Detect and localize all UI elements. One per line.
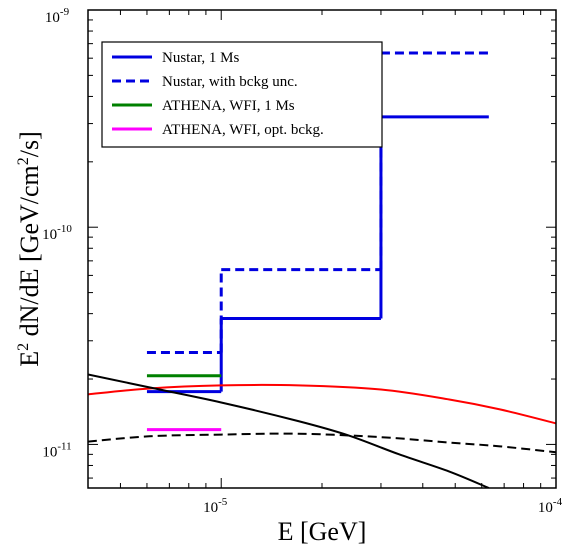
tick-sup: -5 bbox=[218, 496, 228, 508]
y-label-part: E bbox=[15, 351, 44, 367]
plot-area bbox=[88, 51, 556, 488]
y-label-part: /s] bbox=[15, 131, 44, 157]
legend-label: Nustar, 1 Ms bbox=[162, 50, 239, 66]
legend-label: ATHENA, WFI, opt. bckg. bbox=[162, 122, 324, 138]
curve bbox=[88, 383, 556, 425]
tick-sup: -11 bbox=[57, 440, 71, 452]
y-label-sup: 2 bbox=[15, 343, 32, 351]
legend-label: Nustar, with bckg unc. bbox=[162, 74, 298, 90]
y-label-sup: 2 bbox=[15, 157, 32, 165]
y-tick-label: 10-9 bbox=[45, 6, 70, 26]
plot-frame bbox=[87, 9, 557, 489]
curve bbox=[88, 432, 556, 454]
x-tick-label: 10-5 bbox=[203, 496, 228, 516]
y-tick-label: 10-11 bbox=[42, 440, 71, 460]
x-tick-label: 10-4 bbox=[538, 496, 563, 516]
y-axis-label: E2 dN/dE [GeV/cm2/s] bbox=[15, 131, 44, 367]
legend-label: ATHENA, WFI, 1 Ms bbox=[162, 98, 295, 114]
tick-base: 10 bbox=[538, 500, 553, 516]
y-label-part: dN/dE [GeV/cm bbox=[15, 165, 44, 343]
tick-base: 10 bbox=[42, 444, 57, 460]
curve bbox=[88, 373, 490, 488]
x-axis-label: E [GeV] bbox=[278, 517, 367, 546]
tick-base: 10 bbox=[42, 227, 57, 243]
tick-base: 10 bbox=[203, 500, 218, 516]
tick-base: 10 bbox=[45, 10, 60, 26]
y-tick-label: 10-10 bbox=[42, 223, 72, 243]
tick-sup: -10 bbox=[57, 223, 72, 235]
tick-sup: -4 bbox=[553, 496, 563, 508]
tick-sup: -9 bbox=[60, 6, 70, 18]
